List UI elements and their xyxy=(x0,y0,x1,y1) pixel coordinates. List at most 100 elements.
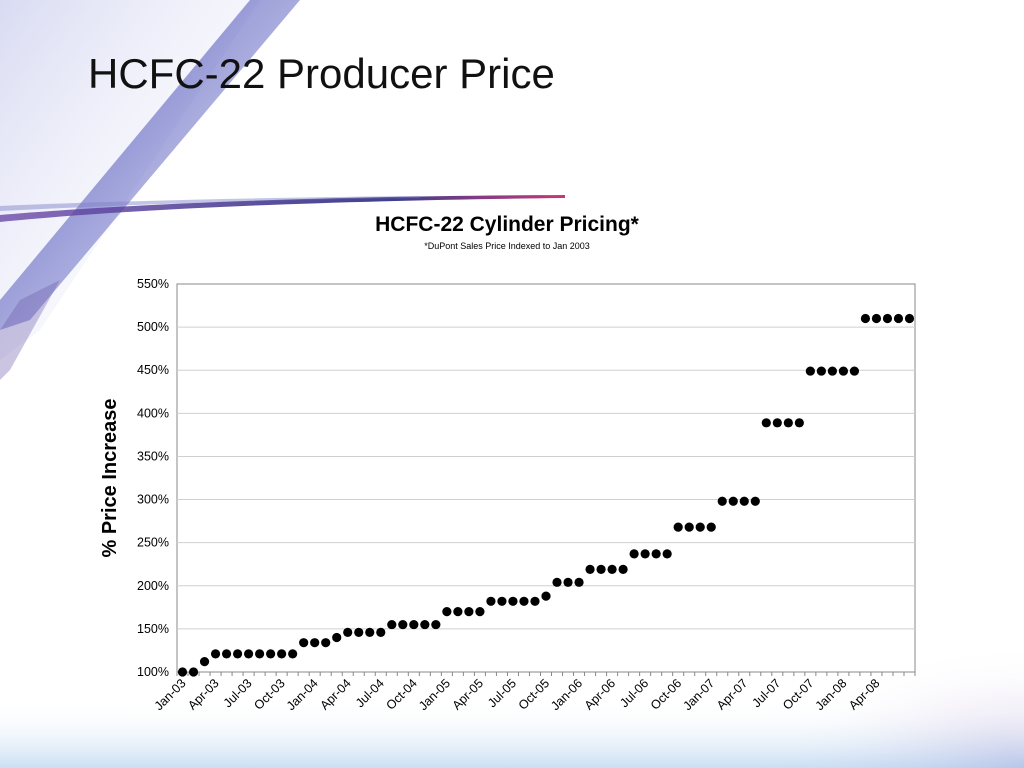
x-tick-label: Jan-07 xyxy=(680,676,717,713)
data-point xyxy=(684,522,694,532)
data-point xyxy=(838,366,849,376)
data-point xyxy=(893,313,904,324)
y-tick-label: 400% xyxy=(137,406,169,420)
data-point xyxy=(188,667,199,677)
x-tick-label: Jul-06 xyxy=(617,676,651,710)
data-point xyxy=(772,418,782,428)
data-point xyxy=(640,549,650,559)
data-point xyxy=(343,627,353,637)
y-tick-label: 250% xyxy=(137,536,169,550)
data-point xyxy=(849,366,860,376)
data-point xyxy=(266,649,276,659)
data-point xyxy=(816,366,826,376)
data-point xyxy=(299,638,309,648)
plot-area xyxy=(176,283,916,673)
x-tick-label: Apr-05 xyxy=(450,676,486,712)
data-point xyxy=(277,649,287,659)
data-point xyxy=(365,627,375,637)
data-points xyxy=(177,313,915,677)
x-tick-label: Jan-04 xyxy=(284,676,321,713)
x-tick-label: Apr-08 xyxy=(846,676,882,712)
data-point xyxy=(574,577,584,587)
data-point xyxy=(871,313,882,324)
y-tick-label: 150% xyxy=(137,622,169,636)
x-tick-label: Apr-07 xyxy=(714,676,750,712)
data-point xyxy=(199,657,210,667)
chart-title: HCFC-22 Cylinder Pricing* xyxy=(375,213,640,236)
data-point xyxy=(508,596,518,606)
data-point xyxy=(519,596,529,606)
x-tick-label: Oct-06 xyxy=(648,676,684,712)
data-point xyxy=(453,607,463,617)
y-tick-label: 350% xyxy=(137,449,169,463)
x-tick-label: Jan-06 xyxy=(548,676,585,713)
data-point xyxy=(387,619,397,630)
data-point xyxy=(827,366,837,376)
data-point xyxy=(904,313,915,324)
x-tick-label: Jul-04 xyxy=(353,676,387,710)
data-point xyxy=(497,596,507,606)
data-point xyxy=(662,549,672,559)
data-point xyxy=(310,638,320,648)
x-tick-label: Oct-07 xyxy=(780,676,816,712)
data-point xyxy=(255,649,265,659)
y-tick-label: 300% xyxy=(137,493,169,507)
data-point xyxy=(563,577,573,587)
x-tick-label: Jul-07 xyxy=(749,676,783,710)
chart-subtitle: *DuPont Sales Price Indexed to Jan 2003 xyxy=(424,241,590,251)
data-point xyxy=(695,522,705,532)
y-tick-label: 200% xyxy=(137,579,169,593)
x-tick-label: Apr-06 xyxy=(582,676,618,712)
y-axis-ticks: 100% 150% 200% 250% 300% 350% 400% 450% 500% 550% xyxy=(137,277,169,679)
data-point xyxy=(783,418,793,428)
y-axis-label: % Price Increase xyxy=(99,399,121,558)
data-point xyxy=(243,649,254,659)
x-tick-label: Jan-08 xyxy=(813,676,850,713)
data-point xyxy=(750,496,760,506)
slide-title: HCFC-22 Producer Price xyxy=(88,50,555,97)
data-point xyxy=(585,564,595,574)
data-point xyxy=(882,313,893,324)
data-point xyxy=(288,649,298,659)
data-point xyxy=(541,591,551,601)
x-tick-label: Oct-05 xyxy=(516,676,552,712)
data-point xyxy=(552,577,562,587)
y-tick-label: 450% xyxy=(137,363,169,377)
data-point xyxy=(376,627,386,637)
data-point xyxy=(607,564,617,574)
data-point xyxy=(354,627,364,637)
data-point xyxy=(739,496,749,506)
data-point xyxy=(728,496,738,506)
data-point xyxy=(442,607,452,617)
y-tick-label: 500% xyxy=(137,320,169,334)
data-point xyxy=(596,564,606,574)
data-point xyxy=(420,619,430,630)
data-point xyxy=(805,366,815,376)
x-tick-label: Jan-05 xyxy=(416,676,453,713)
y-tick-label: 550% xyxy=(137,277,169,291)
x-tick-label: Apr-03 xyxy=(185,676,221,712)
data-point xyxy=(409,619,419,630)
y-tick-label: 100% xyxy=(137,665,169,679)
data-point xyxy=(464,607,474,617)
data-point xyxy=(706,522,716,532)
x-tick-label: Oct-04 xyxy=(384,676,420,712)
x-tick-label: Jan-03 xyxy=(152,676,189,713)
data-point xyxy=(651,549,661,559)
data-point xyxy=(794,418,804,428)
data-point xyxy=(232,649,243,659)
data-point xyxy=(431,619,441,630)
data-point xyxy=(321,638,331,648)
x-tick-label: Jul-05 xyxy=(485,676,519,710)
data-point xyxy=(221,649,232,659)
data-point xyxy=(717,496,727,506)
data-point xyxy=(475,607,485,617)
data-point xyxy=(618,564,628,574)
gridlines xyxy=(177,326,915,630)
data-point xyxy=(673,522,683,532)
data-point xyxy=(177,667,188,677)
x-tick-label: Oct-03 xyxy=(251,676,287,712)
x-tick-label: Jul-03 xyxy=(221,676,255,710)
